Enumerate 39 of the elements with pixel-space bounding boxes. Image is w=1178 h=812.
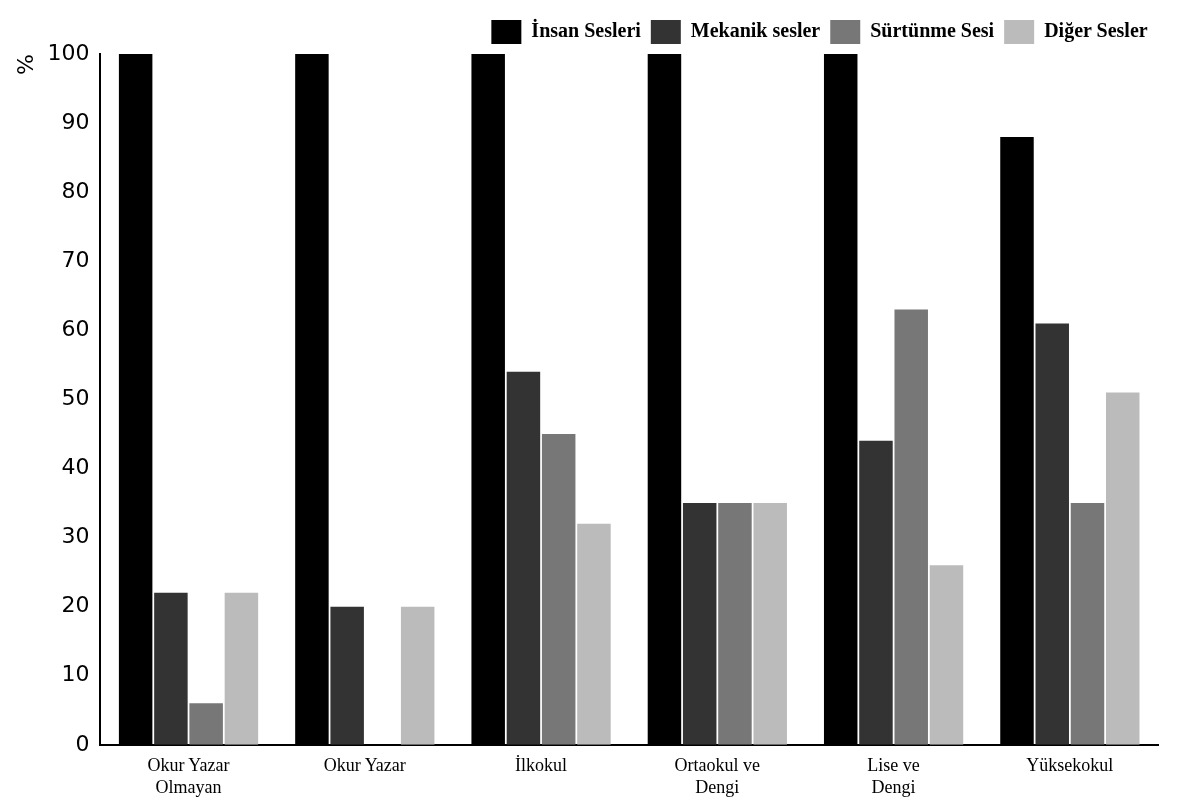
legend-label: İnsan Sesleri [531,18,642,42]
legend-label: Sürtünme Sesi [870,19,995,42]
x-tick-label: İlkokul [515,755,568,776]
y-tick-label: 70 [61,246,90,272]
bar [400,606,435,745]
y-tick-label: 40 [61,454,90,480]
bar [859,440,893,745]
bar [753,503,787,745]
x-tick-label: Yüksekokul [1026,755,1114,776]
y-tick-label: 80 [61,177,90,203]
y-tick-label: 100 [47,39,90,65]
bar [577,523,611,745]
bar [682,503,717,745]
y-tick-label: 50 [61,385,90,411]
bar [330,606,364,745]
bar [1070,503,1105,745]
legend-label: Mekanik sesler [690,19,821,42]
y-tick-label: 90 [61,108,90,134]
y-tick-label: 30 [61,523,90,549]
bar [929,565,964,745]
y-tick-label: 10 [61,661,90,687]
bar [541,433,576,745]
bar [506,371,541,745]
x-tick-label: Lise ve Dengi [867,755,920,797]
bar [189,703,223,745]
x-tick-label: Ortaokul ve Dengi [674,755,761,797]
bar [1035,323,1069,745]
bar [154,592,188,745]
y-tick-label: 60 [61,316,90,342]
bar [1106,392,1140,745]
x-tick-label: Okur Yazar Olmayan [147,755,230,797]
y-tick-label: 0 [75,730,90,756]
y-axis-title: % [12,54,38,75]
bar [894,309,928,745]
bar [718,503,752,745]
y-tick-label: 20 [61,592,90,618]
x-tick-label: Okur Yazar [323,755,406,776]
legend-label: Diğer Sesler [1044,19,1148,43]
bar [224,592,259,745]
